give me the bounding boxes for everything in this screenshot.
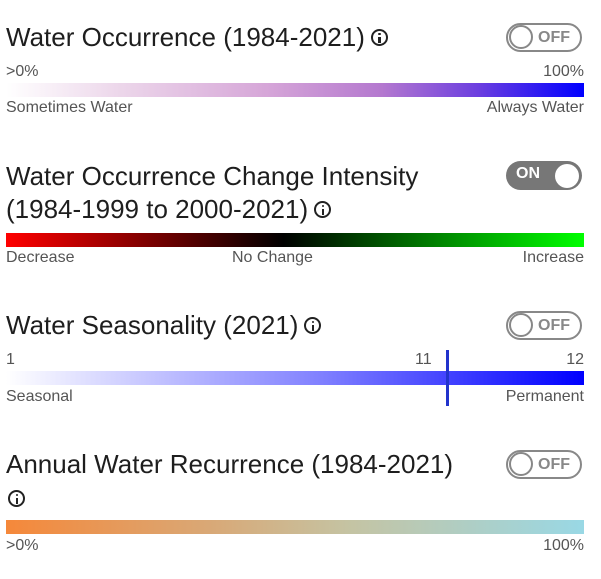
recurrence-info-row — [8, 482, 25, 514]
change-right-caption: Increase — [522, 249, 584, 266]
occurrence-max-label: 100% — [543, 63, 584, 80]
occurrence-right-caption: Always Water — [486, 99, 584, 116]
info-icon[interactable] — [314, 200, 332, 218]
recurrence-min-label: >0% — [6, 537, 39, 554]
info-icon[interactable] — [370, 28, 388, 46]
change-middle-caption: No Change — [232, 249, 313, 266]
recurrence-toggle[interactable]: OFF — [506, 450, 582, 479]
occurrence-toggle[interactable]: OFF — [506, 23, 582, 52]
toggle-knob — [555, 163, 579, 188]
toggle-label: ON — [516, 165, 540, 182]
seasonality-marker-line — [446, 350, 449, 406]
toggle-knob — [509, 452, 533, 476]
info-icon[interactable] — [8, 489, 25, 507]
change-title-line1: Water Occurrence Change Intensity — [6, 161, 419, 191]
toggle-label: OFF — [538, 29, 570, 46]
seasonality-min-label: 1 — [6, 351, 15, 368]
change-title-line2-text: (1984-1999 to 2000-2021) — [6, 194, 309, 224]
change-title-line2: (1984-1999 to 2000-2021) — [6, 193, 332, 225]
change-left-caption: Decrease — [6, 249, 75, 266]
occurrence-left-caption: Sometimes Water — [6, 99, 133, 116]
occurrence-title-text: Water Occurrence (1984-2021) — [6, 22, 365, 52]
occurrence-min-label: >0% — [6, 63, 39, 80]
seasonality-max-label: 12 — [566, 351, 584, 368]
seasonality-toggle[interactable]: OFF — [506, 311, 582, 340]
toggle-knob — [509, 313, 533, 337]
toggle-label: OFF — [538, 456, 570, 473]
toggle-label: OFF — [538, 317, 570, 334]
seasonality-title: Water Seasonality (2021) — [6, 309, 322, 341]
seasonality-left-caption: Seasonal — [6, 388, 73, 405]
recurrence-color-bar — [6, 520, 584, 534]
info-icon[interactable] — [304, 316, 322, 334]
seasonality-color-bar — [6, 371, 584, 385]
change-color-bar — [6, 233, 584, 247]
seasonality-title-text: Water Seasonality (2021) — [6, 310, 299, 340]
seasonality-right-caption: Permanent — [505, 388, 584, 405]
toggle-knob — [509, 25, 533, 49]
occurrence-title: Water Occurrence (1984-2021) — [6, 21, 388, 53]
recurrence-max-label: 100% — [543, 537, 584, 554]
recurrence-title: Annual Water Recurrence (1984-2021) — [6, 449, 454, 479]
change-toggle[interactable]: ON — [506, 161, 582, 190]
seasonality-marker-label: 11 — [415, 351, 432, 368]
occurrence-color-bar — [6, 83, 584, 97]
